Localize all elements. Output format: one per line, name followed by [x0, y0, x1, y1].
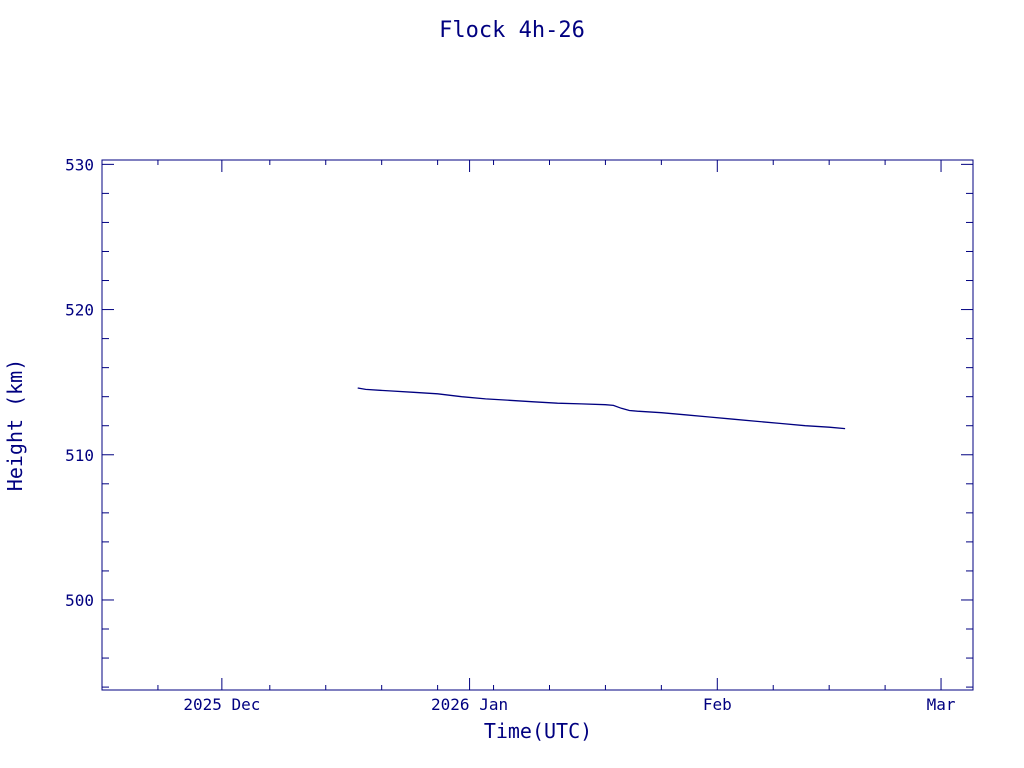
- x-axis: 2025 Dec 2026 Jan Feb Mar: [101, 160, 956, 714]
- y-axis-label: Height (km): [3, 359, 27, 491]
- x-tick-label: Mar: [927, 695, 956, 714]
- x-tick-label: 2025 Dec: [183, 695, 260, 714]
- x-tick-label: 2026 Jan: [431, 695, 508, 714]
- y-tick-label: 530: [65, 155, 94, 174]
- y-tick-label: 500: [65, 591, 94, 610]
- y-tick-label: 510: [65, 446, 94, 465]
- plot-frame: [101, 159, 974, 691]
- x-tick-label: Feb: [703, 695, 732, 714]
- height-series-line: [357, 387, 846, 430]
- y-axis: 500 510 520 530: [65, 155, 973, 688]
- y-tick-label: 520: [65, 301, 94, 320]
- chart-title: Flock 4h-26: [439, 18, 585, 43]
- x-axis-label: Time(UTC): [484, 719, 592, 743]
